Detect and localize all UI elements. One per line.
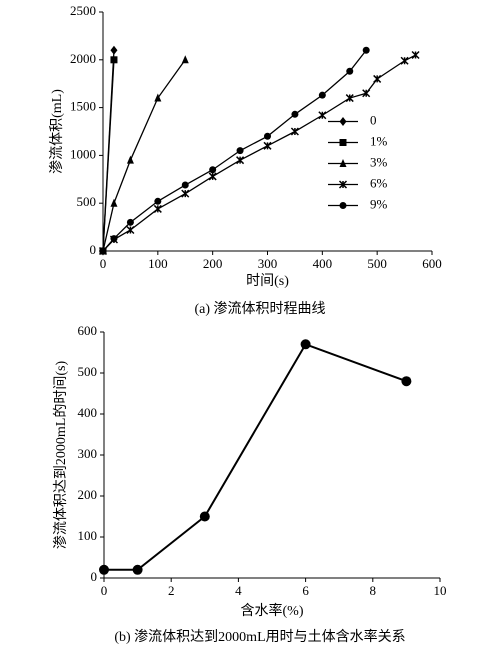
marker xyxy=(346,67,354,75)
marker xyxy=(154,93,162,102)
marker xyxy=(199,511,210,522)
y-tick-label: 2500 xyxy=(70,3,96,18)
marker xyxy=(208,172,217,181)
y-tick-label: 400 xyxy=(78,405,98,420)
x-tick-label: 2 xyxy=(168,583,175,598)
marker xyxy=(209,166,217,174)
y-tick-label: 200 xyxy=(78,487,98,502)
marker xyxy=(373,74,382,83)
marker xyxy=(400,56,409,65)
y-tick-label: 100 xyxy=(78,528,98,543)
marker xyxy=(236,156,245,165)
x-tick-label: 200 xyxy=(203,256,223,271)
series-line xyxy=(102,59,115,252)
marker xyxy=(339,139,347,146)
marker xyxy=(318,91,326,99)
marker xyxy=(338,180,348,189)
caption: (b) 渗流体积达到2000mL用时与土体含水率关系 xyxy=(114,628,405,645)
marker xyxy=(236,147,244,155)
marker xyxy=(339,159,347,167)
series-line xyxy=(102,49,367,252)
x-tick-label: 100 xyxy=(148,256,168,271)
marker xyxy=(362,46,370,54)
marker xyxy=(99,564,109,575)
x-tick-label: 8 xyxy=(370,583,377,598)
x-tick-label: 0 xyxy=(101,583,108,598)
legend-label: 3% xyxy=(370,154,388,169)
series-line xyxy=(104,343,407,571)
marker xyxy=(126,155,134,164)
marker xyxy=(99,247,107,255)
marker xyxy=(126,218,134,226)
y-tick-label: 500 xyxy=(78,364,98,379)
legend-label: 0 xyxy=(370,112,377,127)
marker xyxy=(411,50,420,60)
marker xyxy=(110,45,118,55)
marker xyxy=(300,339,311,350)
marker xyxy=(263,141,272,150)
marker xyxy=(291,110,299,118)
y-tick-label: 1500 xyxy=(70,99,96,114)
marker xyxy=(290,127,299,136)
y-tick-label: 1000 xyxy=(70,146,96,161)
y-tick-label: 500 xyxy=(77,194,97,209)
marker xyxy=(264,132,271,140)
x-tick-label: 600 xyxy=(422,256,442,271)
caption: (a) 渗流体积时程曲线 xyxy=(194,301,325,317)
marker xyxy=(339,117,347,126)
y-tick-label: 300 xyxy=(78,446,98,461)
legend-label: 1% xyxy=(370,133,388,148)
x-tick-label: 300 xyxy=(258,256,278,271)
x-tick-label: 500 xyxy=(367,256,387,271)
marker xyxy=(126,225,135,234)
marker xyxy=(110,235,118,243)
marker xyxy=(181,181,189,189)
series-line xyxy=(102,54,416,252)
y-tick-label: 2000 xyxy=(70,51,96,66)
y-axis-label: 渗流体积(mL) xyxy=(49,89,65,174)
marker xyxy=(110,198,118,207)
marker xyxy=(154,197,162,205)
marker xyxy=(339,202,347,209)
x-tick-label: 6 xyxy=(302,583,309,598)
y-tick-label: 0 xyxy=(91,569,98,584)
y-axis-label: 渗流体积达到2000mL的时间(s) xyxy=(53,361,69,550)
marker xyxy=(318,111,327,120)
marker xyxy=(181,55,189,64)
marker xyxy=(181,189,190,198)
y-tick-label: 0 xyxy=(90,242,97,257)
series-line xyxy=(102,59,186,252)
x-axis-label: 含水率(%) xyxy=(241,602,304,619)
marker xyxy=(362,89,371,98)
x-tick-label: 400 xyxy=(313,256,333,271)
legend-label: 6% xyxy=(370,175,388,190)
marker xyxy=(401,376,412,387)
marker xyxy=(345,94,354,103)
legend-label: 9% xyxy=(370,196,388,211)
x-tick-label: 4 xyxy=(235,583,242,598)
x-tick-label: 10 xyxy=(434,583,447,598)
x-tick-label: 0 xyxy=(100,256,107,271)
marker xyxy=(110,56,118,64)
marker xyxy=(153,204,162,213)
x-axis-label: 时间(s) xyxy=(246,273,289,289)
marker xyxy=(132,564,143,575)
y-tick-label: 600 xyxy=(78,323,98,338)
